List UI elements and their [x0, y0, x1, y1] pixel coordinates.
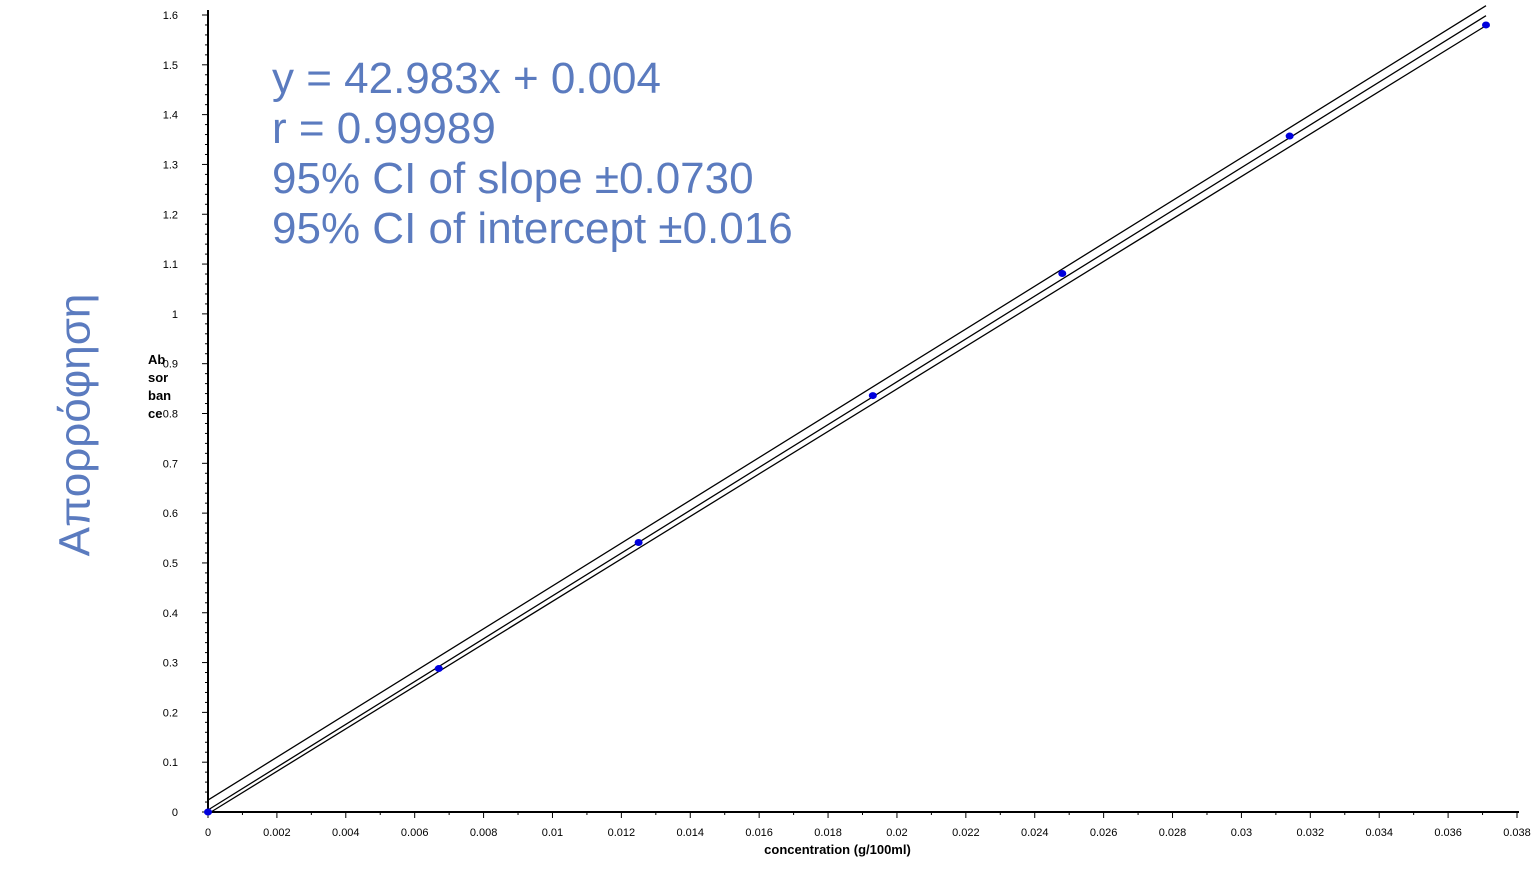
annotation-line: 95% CI of intercept ±0.016	[272, 204, 793, 253]
y-axis-title: Ab sor ban ce	[148, 352, 171, 421]
y-tick-label: 1.3	[163, 159, 178, 171]
y-tick-label: 0.1	[163, 757, 178, 769]
y-tick-label: 0.8	[163, 409, 178, 421]
data-point	[204, 808, 212, 816]
x-tick-label: 0.002	[263, 827, 291, 839]
annotation-line: r = 0.99989	[272, 104, 496, 153]
y-tick-label: 0	[172, 807, 178, 819]
y-axis-title-line: Ab	[148, 352, 165, 367]
side-label-group: Απορρόφηση	[51, 294, 100, 557]
y-tick-label: 1.4	[163, 110, 178, 122]
y-axis-title-line: ce	[148, 406, 162, 421]
data-point	[868, 392, 877, 400]
x-tick-label: 0.014	[676, 827, 704, 839]
fit-line	[207, 15, 1487, 811]
x-tick-label: 0.028	[1159, 827, 1187, 839]
upper-ci-line	[207, 5, 1487, 801]
x-axis-title: concentration (g/100ml)	[764, 842, 911, 857]
x-tick-label: 0.034	[1365, 827, 1393, 839]
x-tick-label: 0.03	[1231, 827, 1252, 839]
y-tick-label: 1.2	[163, 209, 178, 221]
x-tick-label: 0.022	[952, 827, 980, 839]
y-tick-label: 0.2	[163, 707, 178, 719]
x-tick-label: 0.032	[1297, 827, 1325, 839]
y-tick-label: 0.9	[163, 359, 178, 371]
y-tick-label: 1	[172, 309, 178, 321]
x-tick-label: 0.024	[1021, 827, 1049, 839]
x-tick-label: 0.026	[1090, 827, 1118, 839]
data-point	[1285, 132, 1294, 140]
x-tick-label: 0.016	[745, 827, 773, 839]
x-tick-label: 0.018	[814, 827, 842, 839]
lower-ci-line	[210, 25, 1487, 813]
data-point	[634, 539, 643, 547]
y-tick-label: 0.6	[163, 508, 178, 520]
tick-labels: 0 0.1 0.2 0.3 0.4 0.5 0.6 0.7 0.8 0.9 1 1.1 1.2 1.3 1.…	[163, 10, 1531, 839]
x-tick-label: 0.004	[332, 827, 360, 839]
y-tick-label: 1.6	[163, 10, 178, 22]
data-point	[1481, 21, 1490, 29]
x-tick-label: 0.036	[1434, 827, 1462, 839]
x-tick-label: 0.006	[401, 827, 429, 839]
regression-lines	[207, 5, 1487, 813]
y-tick-label: 0.4	[163, 608, 178, 620]
y-axis-title-line: sor	[148, 370, 168, 385]
annotation-line: 95% CI of slope ±0.0730	[272, 154, 754, 203]
y-axis-title-line: ban	[148, 388, 171, 403]
y-tick-label: 1.5	[163, 60, 178, 72]
x-tick-label: 0.012	[608, 827, 636, 839]
side-axis-label: Απορρόφηση	[51, 294, 100, 557]
data-points	[204, 21, 1490, 816]
x-tick-label: 0	[205, 827, 211, 839]
data-point	[434, 665, 443, 673]
y-tick-label: 0.7	[163, 458, 178, 470]
y-tick-label: 1.1	[163, 259, 178, 271]
data-point	[1058, 270, 1067, 278]
x-tick-label: 0.02	[886, 827, 907, 839]
annotation-line: y = 42.983x + 0.004	[272, 54, 661, 103]
x-tick-label: 0.008	[470, 827, 498, 839]
y-tick-label: 0.3	[163, 658, 178, 670]
y-tick-label: 0.5	[163, 558, 178, 570]
x-tick-label: 0.038	[1503, 827, 1531, 839]
x-tick-label: 0.01	[542, 827, 563, 839]
